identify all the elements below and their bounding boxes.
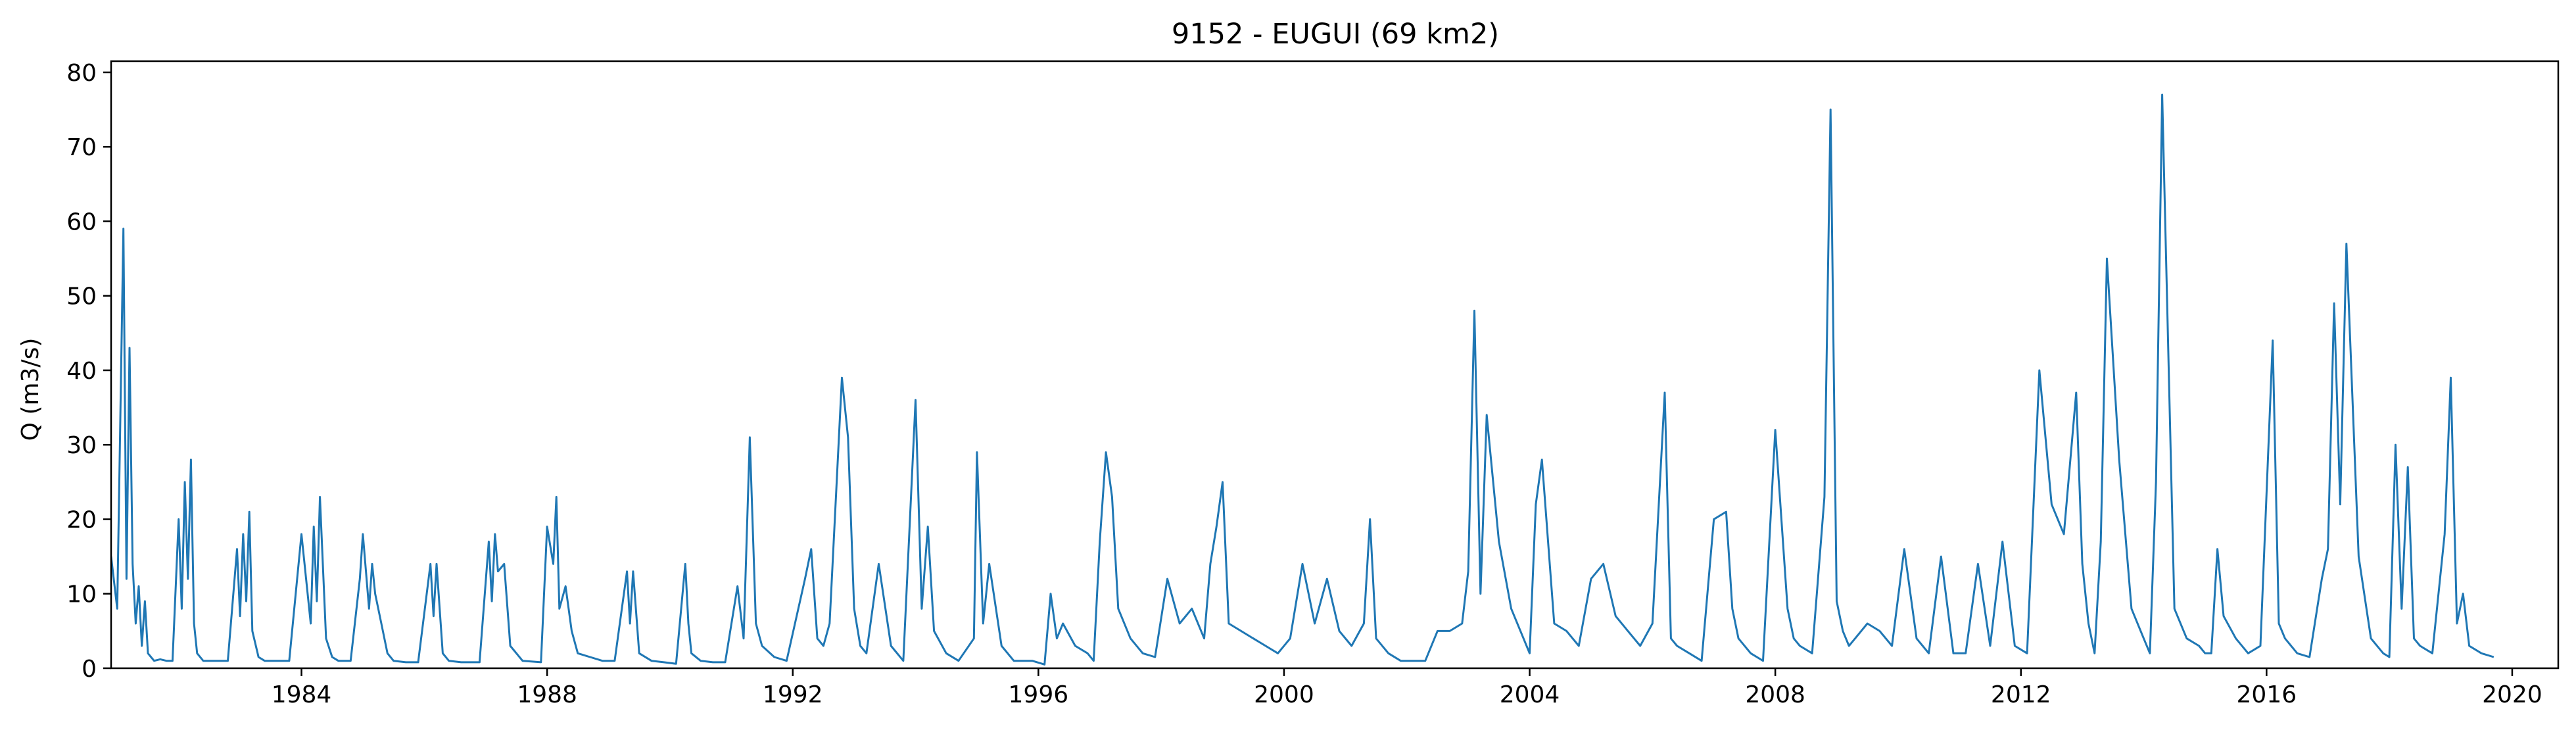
- x-tick-label: 2020: [2482, 681, 2542, 708]
- x-tick-label: 2004: [1500, 681, 1560, 708]
- y-tick-label: 60: [66, 208, 97, 235]
- x-tick-label: 1992: [763, 681, 823, 708]
- y-axis-label: Q (m3/s): [17, 338, 44, 441]
- axes-frame: [110, 60, 2560, 670]
- x-axis: 1984 1988 1992 1996 2000 2004 2008 2012 2016 2020: [272, 668, 2542, 708]
- y-tick-label: 70: [66, 134, 97, 161]
- y-axis: 0 10 20 30 40 50 60 70 80: [66, 60, 111, 683]
- plot-area: [110, 60, 2560, 670]
- y-tick-label: 10: [66, 581, 97, 608]
- y-tick-label: 20: [66, 506, 97, 533]
- x-tick-label: 1984: [272, 681, 332, 708]
- y-tick-label: 30: [66, 432, 97, 459]
- y-tick-label: 50: [66, 283, 97, 310]
- x-tick-label: 1996: [1009, 681, 1069, 708]
- chart-title: 9152 - EUGUI (69 km2): [1172, 18, 1499, 51]
- x-tick-label: 1988: [517, 681, 577, 708]
- y-tick-label: 40: [66, 358, 97, 385]
- x-tick-label: 2000: [1254, 681, 1314, 708]
- y-tick-label: 0: [82, 656, 97, 683]
- y-tick-label: 80: [66, 60, 97, 87]
- x-tick-label: 2012: [1991, 681, 2051, 708]
- discharge-series-line: [111, 93, 2494, 666]
- x-tick-label: 2008: [1745, 681, 1805, 708]
- x-tick-label: 2016: [2237, 681, 2297, 708]
